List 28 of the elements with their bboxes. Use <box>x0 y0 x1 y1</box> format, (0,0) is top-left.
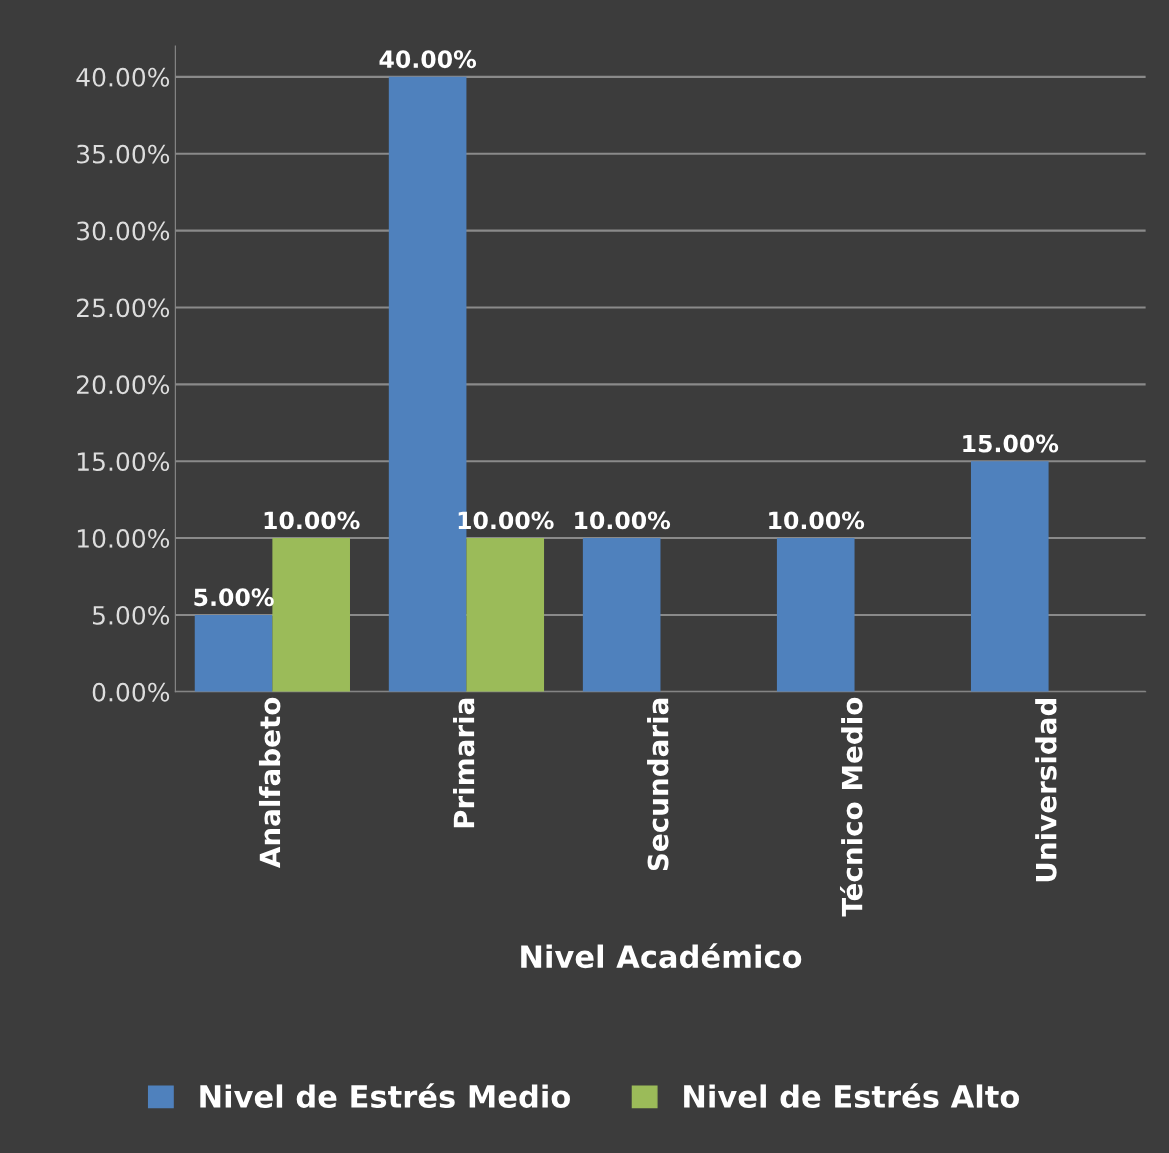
x-tick-label: Analfabeto <box>258 697 281 868</box>
y-tick-label: 30.00% <box>77 221 170 241</box>
y-tick-label: 35.00% <box>77 144 170 164</box>
bar <box>582 538 661 692</box>
y-tick-label: 40.00% <box>76 67 170 87</box>
data-label: 10.00% <box>575 511 671 530</box>
data-label: 40.00% <box>379 50 477 69</box>
data-label: 15.00% <box>963 434 1059 453</box>
bar <box>194 614 273 692</box>
x-axis-title: Nivel Académico <box>521 943 802 969</box>
y-tick-label: 25.00% <box>77 298 170 318</box>
bar <box>970 461 1049 692</box>
data-label: 10.00% <box>769 511 865 530</box>
y-tick-label: 15.00% <box>77 452 170 472</box>
y-tick-label: 5.00% <box>93 605 170 625</box>
data-label: 10.00% <box>264 511 360 530</box>
x-tick-label: Primaria <box>452 698 475 828</box>
legend-label: Nivel de Estrés Alto <box>684 1083 1020 1109</box>
x-tick-label: Secundaria <box>647 698 669 871</box>
bar <box>272 538 350 692</box>
x-tick-label: Técnico Medio <box>839 697 863 917</box>
y-tick-label: 0.00% <box>92 682 170 702</box>
y-tick-label: 10.00% <box>77 529 170 548</box>
legend-label: Nivel de Estrés Medio <box>200 1083 571 1109</box>
x-tick-label: Universidad <box>1035 698 1057 882</box>
bar <box>466 538 545 692</box>
bar <box>776 538 855 692</box>
y-tick-label: 20.00% <box>77 375 170 395</box>
